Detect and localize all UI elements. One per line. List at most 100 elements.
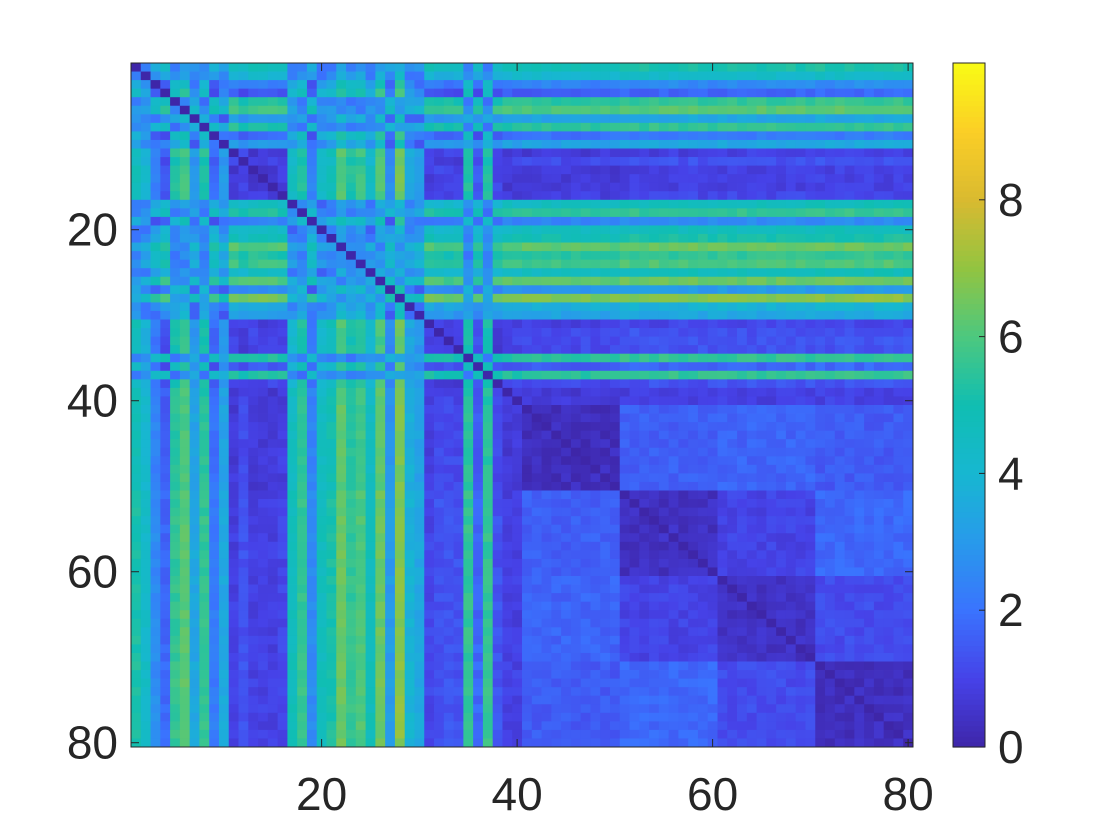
heatmap-cell: [179, 114, 191, 124]
heatmap-cell: [776, 370, 787, 380]
heatmap-cell: [678, 379, 689, 389]
heatmap-cell: [160, 114, 171, 124]
heatmap-cell: [502, 345, 513, 355]
heatmap-cell: [883, 345, 894, 355]
heatmap-cell: [326, 541, 337, 551]
heatmap-cell: [854, 182, 865, 192]
heatmap-cell: [414, 182, 425, 192]
heatmap-cell: [404, 191, 415, 201]
heatmap-cell: [834, 71, 845, 81]
heatmap-cell: [150, 541, 161, 551]
heatmap-cell: [609, 387, 621, 397]
heatmap-cell: [522, 293, 533, 303]
heatmap-cell: [512, 576, 523, 585]
heatmap-cell: [365, 362, 376, 372]
heatmap-cell: [746, 524, 758, 534]
heatmap-cell: [209, 499, 220, 508]
heatmap-cell: [717, 345, 728, 355]
heatmap-cell: [394, 276, 406, 286]
heatmap-cell: [414, 268, 425, 278]
heatmap-cell: [825, 328, 836, 337]
heatmap-cell: [609, 464, 621, 474]
heatmap-cell: [160, 285, 171, 295]
heatmap-cell: [668, 63, 679, 72]
heatmap-cell: [355, 122, 367, 132]
heatmap-cell: [209, 302, 220, 312]
heatmap-cell: [785, 533, 797, 543]
heatmap-cell: [492, 370, 503, 380]
heatmap-cell: [326, 439, 337, 449]
heatmap-cell: [434, 174, 445, 184]
heatmap-cell: [394, 481, 406, 491]
heatmap-cell: [140, 490, 151, 500]
heatmap-cell: [150, 413, 161, 423]
heatmap-cell: [375, 276, 386, 286]
heatmap-cell: [883, 97, 894, 107]
heatmap-cell: [160, 576, 171, 585]
heatmap-cell: [825, 208, 836, 218]
heatmap-cell: [179, 473, 191, 483]
heatmap-cell: [600, 353, 611, 363]
heatmap-cell: [502, 191, 513, 201]
heatmap-cell: [238, 259, 249, 269]
heatmap-cell: [600, 336, 611, 346]
heatmap-cell: [785, 558, 797, 568]
heatmap-cell: [434, 63, 445, 72]
heatmap-cell: [737, 328, 748, 337]
heatmap-cell: [434, 464, 445, 474]
heatmap-cell: [609, 242, 621, 252]
heatmap-cell: [228, 105, 239, 115]
heatmap-cell: [717, 285, 728, 295]
heatmap-cell: [463, 174, 474, 184]
heatmap-cell: [639, 276, 650, 286]
heatmap-cell: [424, 63, 435, 72]
heatmap-cell: [482, 80, 494, 90]
heatmap-cell: [463, 285, 474, 295]
heatmap-cell: [140, 499, 151, 508]
heatmap-cell: [776, 499, 787, 508]
heatmap-cell: [678, 191, 689, 201]
heatmap-cell: [756, 293, 767, 303]
heatmap-cell: [815, 157, 826, 166]
heatmap-cell: [336, 174, 347, 184]
heatmap-cell: [189, 216, 200, 226]
heatmap-cell: [473, 481, 484, 491]
heatmap-cell: [737, 114, 748, 124]
heatmap-cell: [267, 139, 279, 149]
heatmap-cell: [326, 302, 337, 312]
heatmap-cell: [355, 293, 367, 303]
heatmap-cell: [815, 336, 826, 346]
heatmap-cell: [522, 216, 533, 226]
heatmap-cell: [668, 285, 679, 295]
heatmap-cell: [473, 157, 484, 166]
heatmap-cell: [785, 259, 797, 269]
heatmap-cell: [746, 131, 758, 141]
heatmap-cell: [590, 310, 601, 320]
heatmap-cell: [825, 353, 836, 363]
heatmap-cell: [707, 558, 718, 568]
heatmap-cell: [815, 131, 826, 141]
heatmap-cell: [306, 302, 318, 312]
heatmap-cell: [492, 499, 503, 508]
heatmap-cell: [492, 259, 503, 269]
heatmap-cell: [697, 131, 709, 141]
heatmap-cell: [561, 105, 572, 115]
heatmap-cell: [639, 319, 650, 329]
heatmap-cell: [737, 139, 748, 149]
heatmap-cell: [893, 259, 904, 269]
heatmap-cell: [590, 182, 601, 192]
heatmap-cell: [883, 216, 894, 226]
heatmap-cell: [854, 122, 865, 132]
heatmap-cell: [502, 336, 513, 346]
heatmap-cell: [297, 131, 308, 141]
heatmap-cell: [746, 63, 758, 72]
heatmap-cell: [864, 225, 875, 235]
heatmap-cell: [864, 430, 875, 440]
heatmap-cell: [336, 88, 347, 98]
heatmap-cell: [570, 225, 582, 235]
heatmap-cell: [707, 345, 718, 355]
heatmap-cell: [531, 362, 542, 372]
heatmap-cell: [825, 182, 836, 192]
heatmap-cell: [482, 251, 494, 261]
heatmap-cell: [414, 208, 425, 218]
